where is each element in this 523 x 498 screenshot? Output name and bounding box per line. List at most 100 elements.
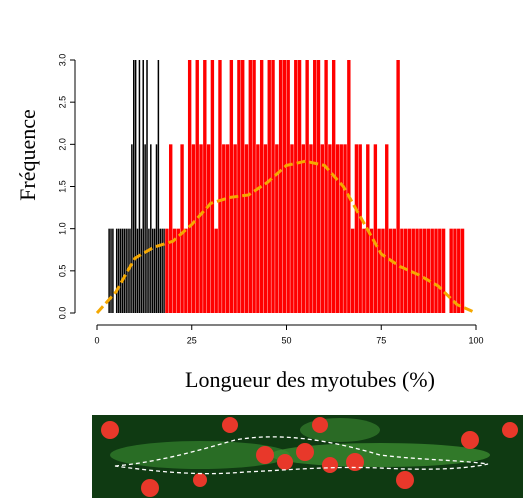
bar bbox=[331, 60, 336, 313]
bar bbox=[119, 228, 122, 313]
bar bbox=[316, 60, 321, 313]
bar bbox=[206, 144, 211, 313]
bar bbox=[275, 144, 279, 313]
y-tick-label: 3.0 bbox=[57, 54, 67, 67]
bar bbox=[449, 228, 453, 313]
bar bbox=[354, 144, 359, 313]
bar bbox=[453, 228, 457, 313]
bar bbox=[407, 228, 412, 313]
nucleus bbox=[277, 454, 293, 470]
bar bbox=[256, 144, 260, 313]
bar bbox=[388, 228, 393, 313]
bar bbox=[165, 228, 169, 313]
bar bbox=[369, 228, 374, 313]
bar bbox=[131, 144, 133, 313]
bar bbox=[309, 144, 313, 313]
bar bbox=[214, 228, 218, 313]
x-tick-label: 0 bbox=[94, 335, 99, 345]
bar bbox=[161, 228, 163, 313]
nucleus bbox=[502, 422, 518, 438]
bar bbox=[195, 60, 199, 313]
bar bbox=[252, 60, 256, 313]
bar bbox=[108, 228, 110, 313]
bar bbox=[305, 60, 309, 313]
bar bbox=[187, 60, 192, 313]
bar bbox=[297, 60, 302, 313]
bar bbox=[180, 144, 184, 313]
bar bbox=[155, 144, 158, 313]
bar bbox=[381, 228, 385, 313]
bar bbox=[172, 228, 177, 313]
density-curve bbox=[95, 159, 477, 315]
bar bbox=[377, 228, 381, 313]
bar bbox=[271, 60, 275, 313]
nucleus bbox=[346, 453, 364, 471]
bar bbox=[324, 60, 328, 313]
bar bbox=[259, 60, 264, 313]
bar bbox=[335, 144, 340, 313]
bar bbox=[430, 228, 434, 313]
bar bbox=[233, 144, 237, 313]
x-tick-label: 25 bbox=[187, 335, 197, 345]
bar bbox=[159, 228, 162, 313]
y-tick-label: 2.5 bbox=[57, 96, 67, 109]
nucleus bbox=[322, 457, 338, 473]
nucleus bbox=[101, 421, 119, 439]
bar bbox=[248, 60, 252, 313]
y-tick-label: 2.0 bbox=[57, 138, 67, 151]
bar bbox=[138, 60, 141, 313]
microscopy-image bbox=[92, 415, 523, 498]
bar bbox=[112, 228, 114, 313]
bar bbox=[229, 60, 234, 313]
bar bbox=[426, 228, 431, 313]
bar bbox=[415, 228, 419, 313]
bar bbox=[396, 60, 400, 313]
bar bbox=[144, 144, 146, 313]
y-tick-label: 1.0 bbox=[57, 222, 67, 235]
bar bbox=[400, 228, 404, 313]
cell bbox=[300, 418, 380, 442]
nucleus bbox=[461, 431, 479, 449]
bar bbox=[286, 60, 290, 313]
bar bbox=[347, 60, 351, 313]
bar bbox=[148, 228, 150, 313]
plot-area: 0.0 0.5 1.0 1.5 2.0 2.5 3.0 0 25 50 75 100 bbox=[57, 54, 483, 346]
bar bbox=[385, 144, 389, 313]
bar bbox=[123, 228, 126, 313]
bar bbox=[140, 228, 143, 313]
nucleus bbox=[141, 479, 159, 497]
bar bbox=[125, 228, 127, 313]
bar bbox=[115, 228, 118, 313]
bar bbox=[441, 228, 446, 313]
nucleus bbox=[256, 446, 274, 464]
y-tick-label: 0.5 bbox=[57, 265, 67, 278]
bar bbox=[358, 144, 362, 313]
bar bbox=[117, 228, 120, 313]
bar bbox=[244, 144, 249, 313]
bar bbox=[184, 228, 188, 313]
bar bbox=[176, 228, 180, 313]
bar bbox=[419, 228, 423, 313]
bar bbox=[350, 228, 355, 313]
bar bbox=[313, 60, 317, 313]
bar bbox=[218, 60, 222, 313]
bar bbox=[294, 60, 298, 313]
bar bbox=[133, 60, 135, 313]
bar bbox=[282, 60, 287, 313]
y-tick-label: 1.5 bbox=[57, 180, 67, 193]
bar bbox=[403, 228, 408, 313]
bar bbox=[210, 60, 215, 313]
bar bbox=[434, 228, 438, 313]
bar bbox=[392, 228, 397, 313]
bar bbox=[278, 60, 283, 313]
bar bbox=[225, 144, 230, 313]
bar bbox=[121, 228, 124, 313]
bar bbox=[320, 144, 324, 313]
cell bbox=[110, 441, 290, 469]
bar bbox=[151, 228, 154, 313]
bar bbox=[129, 228, 131, 313]
x-axis-label: Longueur des myotubes (%) bbox=[185, 367, 435, 392]
bar bbox=[343, 144, 347, 313]
